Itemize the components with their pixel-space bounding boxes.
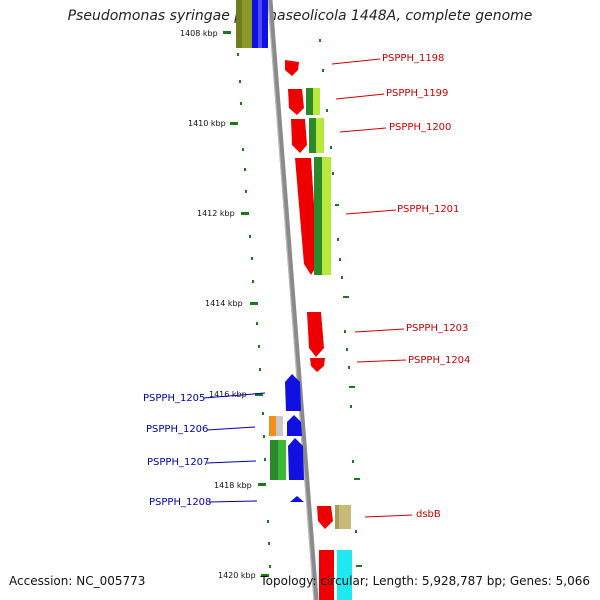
- kbp-label-1418: 1418 kbp: [214, 481, 252, 490]
- gene-pspph-1205[interactable]: [285, 374, 301, 411]
- gene-pspph-1207[interactable]: [270, 438, 304, 480]
- gene-pspph-1198[interactable]: [285, 60, 299, 76]
- kbp-label-1414: 1414 kbp: [205, 299, 243, 308]
- left-leader-lines: [203, 392, 266, 503]
- kbp-label-1416: 1416 kbp: [209, 390, 247, 399]
- gene-dsbb[interactable]: [317, 505, 351, 529]
- outer-tick-ring: [319, 39, 362, 567]
- gene-label-pspph-1206[interactable]: PSPPH_1206: [146, 424, 208, 435]
- kbp-label-1412: 1412 kbp: [197, 209, 235, 218]
- gene-pspph-1200[interactable]: [291, 118, 324, 153]
- right-leader-lines: [331, 58, 413, 518]
- feature-top-blue[interactable]: [252, 0, 268, 48]
- gene-label-pspph-1204[interactable]: PSPPH_1204: [408, 355, 470, 366]
- inner-tick-ring: [237, 53, 271, 568]
- gene-label-pspph-1205[interactable]: PSPPH_1205: [143, 393, 205, 404]
- kbp-label-1410: 1410 kbp: [188, 119, 226, 128]
- gene-pspph-1208[interactable]: [290, 496, 304, 502]
- major-ticks: [223, 31, 269, 577]
- gene-pspph-1206[interactable]: [269, 415, 302, 436]
- gene-pspph-1203[interactable]: [307, 312, 324, 357]
- gene-pspph-1199[interactable]: [288, 88, 320, 115]
- gene-label-dsbb[interactable]: dsbB: [416, 509, 441, 520]
- accession-text: Accession: NC_005773: [9, 574, 146, 588]
- genome-backbone: [267, 0, 319, 600]
- kbp-label-1408: 1408 kbp: [180, 29, 218, 38]
- gene-pspph-1204[interactable]: [310, 358, 325, 372]
- gene-label-pspph-1203[interactable]: PSPPH_1203: [406, 323, 468, 334]
- page-title: Pseudomonas syringae pv. phaseolicola 14…: [67, 8, 533, 24]
- gene-label-pspph-1201[interactable]: PSPPH_1201: [397, 204, 459, 215]
- gene-label-pspph-1199[interactable]: PSPPH_1199: [386, 88, 448, 99]
- kbp-label-1420: 1420 kbp: [218, 571, 256, 580]
- gene-label-pspph-1208[interactable]: PSPPH_1208: [149, 497, 211, 508]
- gene-label-pspph-1207[interactable]: PSPPH_1207: [147, 457, 209, 468]
- feature-bottom-red[interactable]: [319, 550, 352, 600]
- gene-label-pspph-1200[interactable]: PSPPH_1200: [389, 122, 451, 133]
- genome-summary-text: Topology: circular; Length: 5,928,787 bp…: [260, 574, 590, 588]
- gene-pspph-1201[interactable]: [295, 157, 331, 275]
- gene-label-pspph-1198[interactable]: PSPPH_1198: [382, 53, 444, 64]
- feature-top-olive[interactable]: [236, 0, 252, 48]
